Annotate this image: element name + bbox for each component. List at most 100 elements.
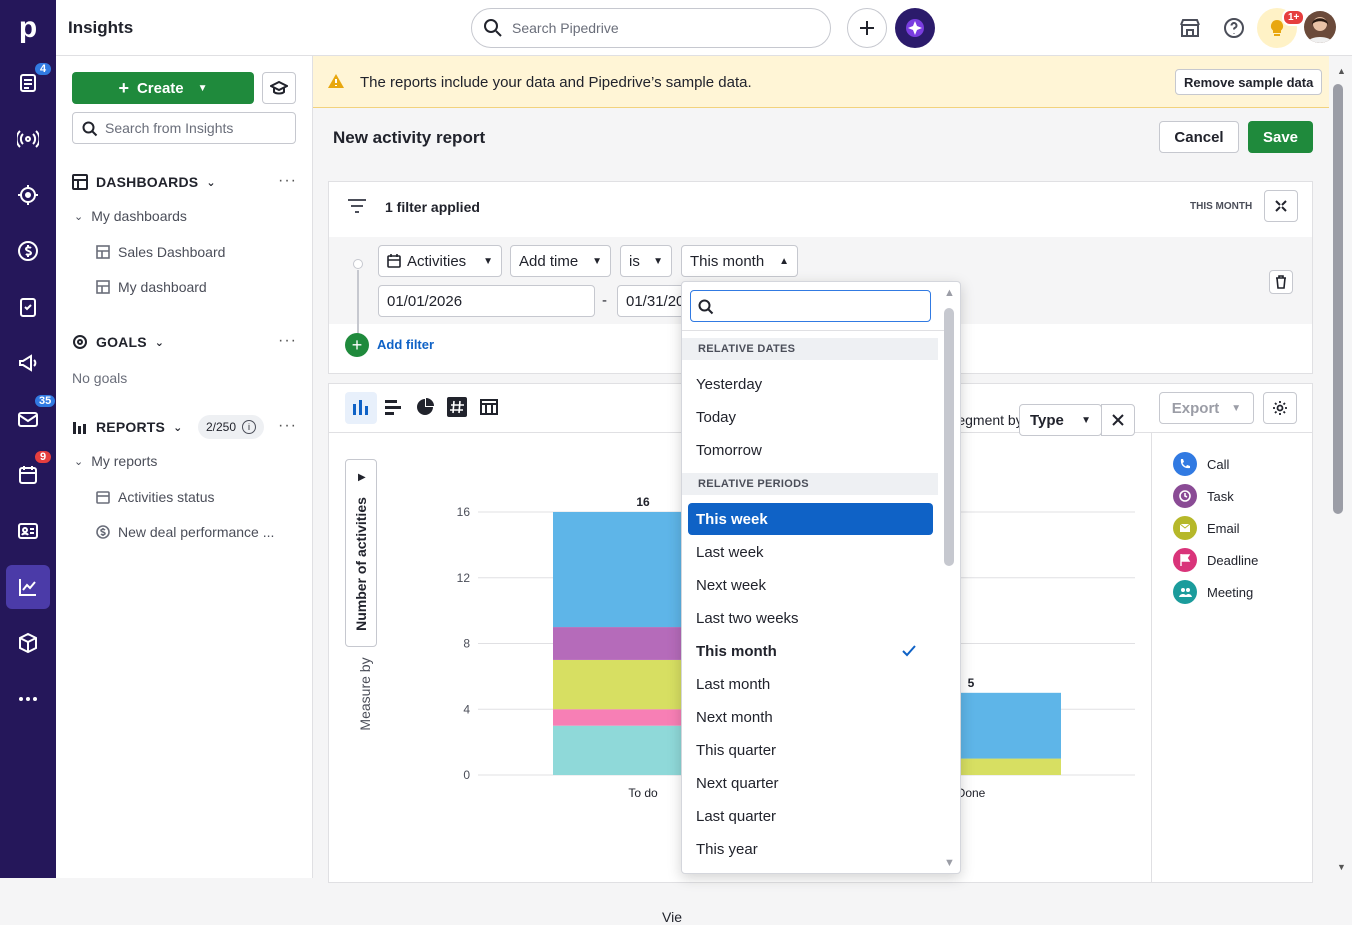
- marketplace-icon[interactable]: [1178, 16, 1202, 40]
- option-tomorrow[interactable]: Tomorrow: [696, 441, 762, 459]
- bar-total-label: 16: [636, 495, 650, 509]
- pipedrive-logo[interactable]: p: [18, 11, 38, 44]
- add-filter-plus-icon[interactable]: +: [345, 333, 369, 357]
- reports-section-header[interactable]: REPORTS ⌄: [72, 419, 183, 435]
- save-button[interactable]: Save: [1248, 121, 1313, 153]
- scroll-down-icon[interactable]: ▼: [944, 857, 955, 869]
- goals-more-icon[interactable]: ···: [278, 332, 297, 349]
- horizontal-bar-icon[interactable]: [381, 395, 405, 419]
- bar-chart-type-icon[interactable]: [349, 395, 373, 419]
- dashboards-more-icon[interactable]: ···: [278, 172, 297, 189]
- option-next-month[interactable]: Next month: [688, 701, 933, 733]
- create-label: Create: [136, 79, 184, 97]
- sidebar-item-new-deal-performance[interactable]: New deal performance ...: [96, 524, 274, 540]
- sidebar-item-sales-dashboard[interactable]: Sales Dashboard: [96, 244, 225, 260]
- ai-assistant-button[interactable]: [895, 8, 935, 48]
- from-date-input[interactable]: 01/01/2026: [378, 285, 595, 317]
- graduation-cap-icon: [270, 80, 288, 95]
- user-avatar[interactable]: [1304, 11, 1336, 43]
- x-axis-label: Vie: [662, 909, 682, 925]
- page-scrollbar[interactable]: [1333, 84, 1343, 514]
- table-chart-icon[interactable]: [477, 395, 501, 419]
- reports-count: 2/250: [206, 420, 237, 434]
- create-button[interactable]: + Create ▼: [72, 72, 254, 104]
- dollar-icon[interactable]: [6, 229, 50, 273]
- delete-filter-button[interactable]: [1269, 270, 1293, 294]
- mail-icon[interactable]: 35: [6, 393, 58, 441]
- option-label: This month: [696, 642, 777, 660]
- products-icon[interactable]: [6, 621, 50, 665]
- megaphone-icon[interactable]: [6, 341, 50, 385]
- insights-icon[interactable]: [6, 565, 50, 609]
- contacts-icon[interactable]: [6, 509, 50, 553]
- option-label: Next week: [696, 576, 767, 594]
- measure-by-toggle[interactable]: ▶ Number of activities: [345, 459, 377, 647]
- dropdown-scrollbar[interactable]: [944, 308, 954, 566]
- insights-search-input[interactable]: Search from Insights: [72, 112, 296, 144]
- learning-button[interactable]: [262, 72, 296, 104]
- clear-segment-button[interactable]: [1101, 404, 1135, 436]
- chevron-down-icon: ⌄: [74, 455, 84, 468]
- collapse-filters-button[interactable]: [1264, 190, 1298, 222]
- period-select[interactable]: This month ▲: [681, 245, 798, 277]
- add-filter-link[interactable]: Add filter: [377, 337, 435, 352]
- option-this-year[interactable]: This year: [688, 833, 933, 865]
- broadcast-icon[interactable]: [6, 117, 50, 161]
- remove-sample-data-button[interactable]: Remove sample data: [1175, 69, 1323, 95]
- option-last-two-weeks[interactable]: Last two weeks: [688, 602, 933, 634]
- filter-icon[interactable]: [347, 198, 367, 214]
- option-this-quarter[interactable]: This quarter: [688, 734, 933, 766]
- chevron-down-icon: ⌄: [173, 421, 183, 434]
- scroll-up-icon[interactable]: ▲: [944, 287, 955, 299]
- scroll-down-icon[interactable]: ▼: [1337, 862, 1346, 872]
- option-next-week[interactable]: Next week: [688, 569, 933, 601]
- scroll-up-icon[interactable]: ▲: [1337, 66, 1346, 76]
- segment-select[interactable]: Type ▼: [1019, 404, 1102, 436]
- number-chart-icon[interactable]: [445, 395, 469, 419]
- more-icon[interactable]: [6, 677, 50, 721]
- reports-more-icon[interactable]: ···: [278, 417, 297, 434]
- pie-chart-icon[interactable]: [413, 395, 437, 419]
- my-reports-group[interactable]: ⌄ My reports: [74, 453, 157, 469]
- option-this-month[interactable]: This month: [688, 635, 933, 667]
- dropdown-divider: [682, 330, 944, 331]
- info-icon[interactable]: i: [242, 420, 257, 434]
- option-this-week[interactable]: This week: [688, 503, 933, 535]
- tips-button[interactable]: [1257, 8, 1297, 48]
- entity-value: Activities: [407, 252, 467, 270]
- option-next-quarter[interactable]: Next quarter: [688, 767, 933, 799]
- to-date-input[interactable]: 01/31/2026: [617, 285, 687, 317]
- cancel-button[interactable]: Cancel: [1159, 121, 1239, 153]
- tasks-icon[interactable]: [6, 285, 50, 329]
- option-last-quarter[interactable]: Last quarter: [688, 800, 933, 832]
- legend-item-task[interactable]: Task: [1173, 484, 1234, 508]
- field-select[interactable]: Add time ▼: [510, 245, 611, 277]
- option-last-month[interactable]: Last month: [688, 668, 933, 700]
- legend-item-email[interactable]: Email: [1173, 516, 1240, 540]
- quick-add-button[interactable]: [847, 8, 887, 48]
- legend-label: Deadline: [1207, 552, 1259, 568]
- export-button[interactable]: Export ▼: [1159, 392, 1254, 424]
- operator-select[interactable]: is ▼: [620, 245, 672, 277]
- entity-select[interactable]: Activities ▼: [378, 245, 502, 277]
- sidebar-item-activities-status[interactable]: Activities status: [96, 489, 214, 505]
- dropdown-search-input[interactable]: [690, 290, 931, 322]
- chart-settings-button[interactable]: [1263, 392, 1297, 424]
- leads-icon[interactable]: 4: [6, 61, 53, 105]
- legend-item-call[interactable]: Call: [1173, 452, 1229, 476]
- global-search-input[interactable]: Search Pipedrive: [471, 8, 831, 48]
- group-relative-periods: RELATIVE PERIODS: [682, 473, 938, 495]
- option-today[interactable]: Today: [696, 408, 737, 426]
- my-dashboards-group[interactable]: ⌄ My dashboards: [74, 208, 187, 224]
- target-icon[interactable]: [6, 173, 50, 217]
- help-icon[interactable]: [1222, 16, 1246, 40]
- reports-title: REPORTS: [96, 419, 166, 435]
- goals-section-header[interactable]: GOALS ⌄: [72, 334, 164, 350]
- sidebar-item-my-dashboard[interactable]: My dashboard: [96, 279, 207, 295]
- option-yesterday[interactable]: Yesterday: [696, 375, 763, 393]
- legend-item-deadline[interactable]: Deadline: [1173, 548, 1258, 572]
- legend-item-meeting[interactable]: Meeting: [1173, 580, 1253, 604]
- option-last-week[interactable]: Last week: [688, 536, 933, 568]
- calendar-icon[interactable]: 9: [6, 449, 53, 497]
- dashboards-section-header[interactable]: DASHBOARDS ⌄: [72, 174, 216, 190]
